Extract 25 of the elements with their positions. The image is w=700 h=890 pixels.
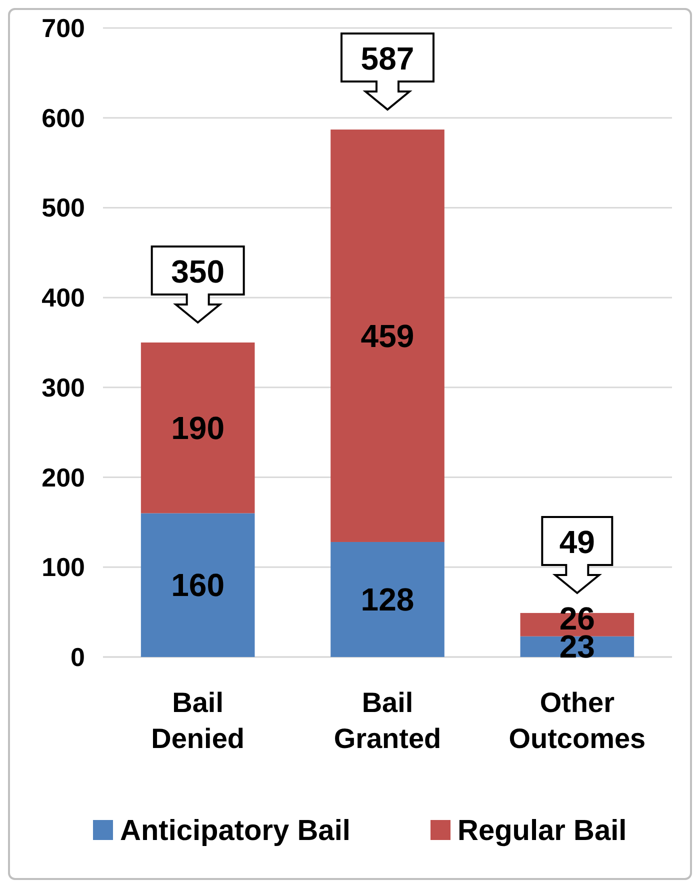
legend-label: Regular Bail — [458, 815, 627, 847]
data-label: 459 — [360, 318, 414, 354]
x-tick-label: Bail Denied — [151, 687, 245, 754]
x-tick-label: Other Outcomes — [508, 687, 646, 754]
y-tick-label: 0 — [70, 642, 85, 672]
data-label: 128 — [360, 581, 414, 618]
data-label: 160 — [171, 567, 225, 604]
total-label: 587 — [360, 40, 414, 77]
y-tick-label: 400 — [42, 282, 85, 313]
y-tick-label: 600 — [42, 102, 85, 133]
bar — [140, 513, 255, 657]
y-tick-label: 300 — [42, 372, 85, 402]
total-label: 350 — [171, 254, 225, 290]
x-tick-label: Bail Granted — [334, 687, 442, 754]
bar — [330, 130, 444, 542]
bar — [330, 542, 444, 657]
y-tick-label: 500 — [42, 192, 85, 223]
y-tick-label: 700 — [42, 13, 85, 43]
y-tick-label: 200 — [42, 462, 85, 492]
y-tick-label: 100 — [42, 552, 85, 582]
legend-label: Anticipatory Bail — [120, 815, 350, 847]
data-label: 23 — [559, 628, 595, 665]
bar — [140, 342, 255, 514]
data-label: 190 — [171, 410, 225, 446]
total-label: 49 — [559, 524, 595, 560]
